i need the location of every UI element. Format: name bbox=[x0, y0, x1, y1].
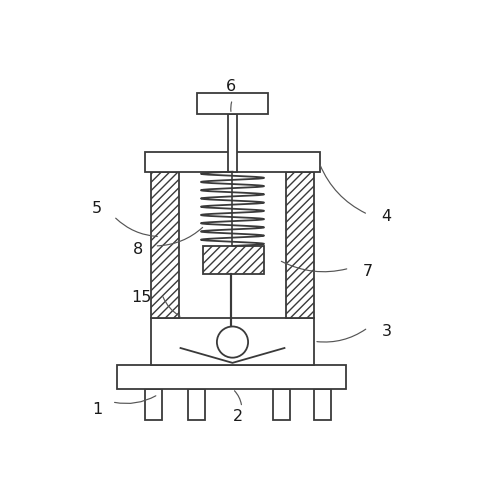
Text: 7: 7 bbox=[363, 264, 373, 279]
Text: 1: 1 bbox=[92, 402, 102, 417]
Text: 2: 2 bbox=[233, 409, 243, 424]
Bar bbox=[197, 93, 268, 114]
Bar bbox=[145, 152, 320, 172]
Text: 6: 6 bbox=[226, 79, 236, 94]
Text: 15: 15 bbox=[131, 290, 152, 305]
Bar bbox=[145, 389, 162, 420]
Bar bbox=[203, 246, 264, 274]
Bar bbox=[286, 172, 314, 318]
Text: 5: 5 bbox=[92, 201, 102, 216]
Bar bbox=[188, 389, 205, 420]
Circle shape bbox=[217, 327, 248, 358]
Bar bbox=[151, 318, 314, 365]
Text: 8: 8 bbox=[133, 242, 143, 257]
Text: 4: 4 bbox=[381, 209, 392, 224]
Text: 3: 3 bbox=[382, 324, 391, 339]
Bar bbox=[151, 172, 179, 318]
Bar bbox=[274, 389, 290, 420]
Bar bbox=[117, 365, 346, 389]
Bar bbox=[314, 389, 331, 420]
Bar bbox=[228, 114, 237, 172]
